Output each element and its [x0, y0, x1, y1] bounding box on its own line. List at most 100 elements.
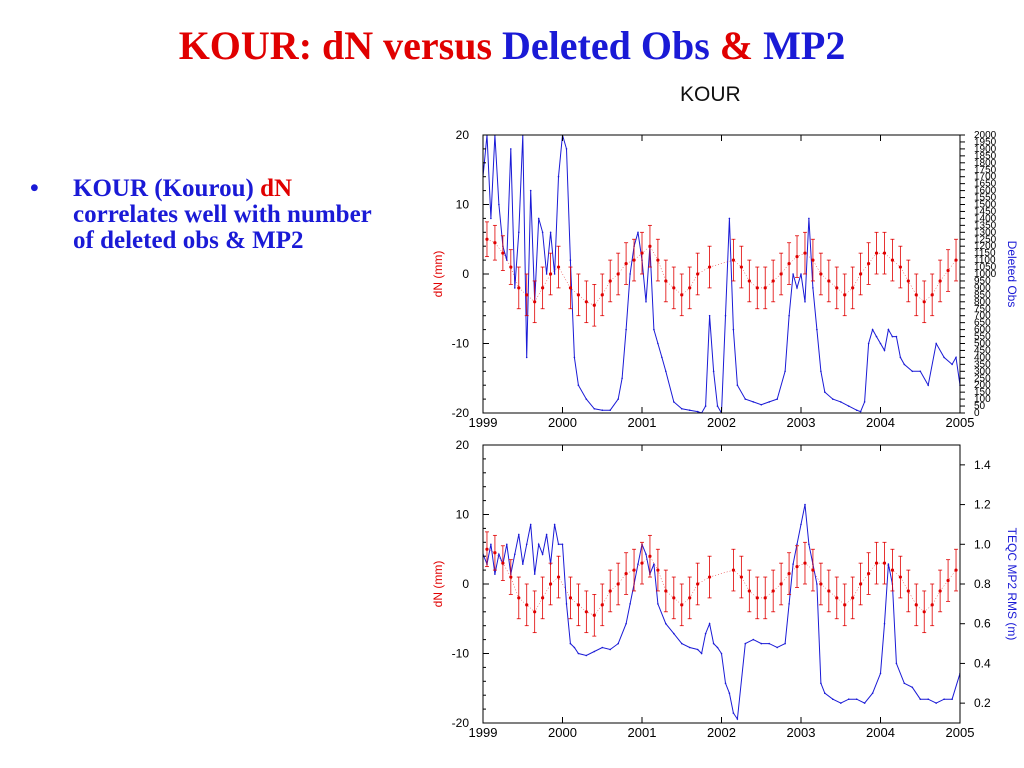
series-point-blue [891, 335, 894, 338]
series-point-blue [645, 553, 647, 555]
series-point-blue [601, 409, 604, 412]
series-point-blue [808, 217, 810, 220]
series-point-blue [661, 356, 663, 359]
y2-tick-label: 900 [974, 283, 991, 294]
series-point-blue [561, 543, 564, 546]
y2-tick-label: 1800 [974, 158, 997, 169]
series-point-blue [609, 648, 611, 651]
y-tick-label: -10 [452, 647, 470, 661]
dn-point [509, 575, 513, 579]
y2-tick-label: 50 [974, 401, 986, 412]
dn-point [771, 279, 775, 283]
y2-tick-label: 1.4 [974, 458, 991, 472]
series-point-blue [557, 175, 560, 178]
series-point-blue [545, 273, 548, 275]
series-point-blue [688, 646, 691, 649]
series-point-blue [847, 698, 850, 700]
x-tick-label: 2001 [628, 415, 657, 430]
series-point-blue [665, 622, 667, 625]
dn-point [811, 568, 815, 572]
series-point-blue [545, 533, 548, 536]
series-point-blue [744, 642, 747, 645]
series-point-blue [708, 314, 711, 317]
series-point-blue [498, 203, 500, 206]
series-point-blue [645, 301, 647, 303]
series-point-blue [609, 409, 611, 412]
dn-point [541, 596, 545, 600]
dn-point [608, 589, 612, 593]
dn-point [731, 568, 736, 572]
series-point-blue [887, 328, 890, 331]
y-tick-label: -20 [452, 716, 470, 730]
series-point-blue [621, 377, 623, 380]
series-point-blue [724, 314, 727, 317]
dn-point [600, 603, 604, 607]
series-point-blue [533, 573, 536, 575]
bullet-highlight: dN [260, 175, 293, 202]
y-tick-label: 0 [462, 267, 469, 281]
dn-point [763, 286, 767, 290]
series-point-blue [577, 384, 580, 387]
y-tick-label: 10 [456, 198, 470, 212]
series-point-blue [696, 648, 699, 651]
series-point-blue [565, 148, 568, 150]
series-point-blue [700, 652, 703, 655]
series-point-blue [653, 328, 655, 331]
series-point-blue [824, 692, 826, 694]
series-point-blue [943, 698, 945, 700]
series-point-blue [951, 363, 953, 366]
dn-point [882, 561, 887, 565]
x-tick-label: 1999 [469, 725, 498, 740]
dn-point [648, 244, 652, 248]
x-tick-label: 2002 [707, 725, 736, 740]
dn-point [624, 571, 628, 576]
series-point-blue [820, 370, 822, 373]
y2-tick-label: 1.0 [974, 537, 991, 551]
dn-point [859, 272, 863, 276]
series-point-blue [768, 401, 770, 403]
series-point-blue [617, 398, 619, 400]
series-point-blue [871, 328, 874, 331]
series-point-blue [732, 328, 735, 331]
dn-point [485, 547, 489, 551]
series-point-blue [712, 642, 715, 645]
series-point-blue [565, 603, 568, 605]
series-line-dn [486, 239, 957, 306]
series-point-blue [752, 401, 755, 403]
series-point-blue [796, 287, 798, 289]
y2-tick-label: 400 [974, 352, 991, 363]
series-point-blue [736, 384, 739, 387]
dn-point [616, 272, 620, 276]
y2-tick-label: 1200 [974, 241, 997, 252]
series-point-blue [732, 712, 735, 714]
dn-point [509, 265, 513, 269]
dn-point [890, 568, 895, 572]
series-point-blue [800, 523, 802, 526]
series-point-blue [593, 408, 596, 410]
dn-point [664, 279, 668, 283]
dn-point [739, 575, 743, 579]
series-point-blue [541, 231, 544, 234]
series-point-blue [820, 682, 822, 685]
series-point-blue [792, 563, 794, 565]
series-point-blue [629, 273, 631, 275]
plot-frame [482, 444, 961, 724]
y2-tick-label: 750 [974, 304, 991, 315]
dn-point [541, 286, 545, 290]
y2-tick-label: 200 [974, 380, 991, 391]
series-point-blue [518, 533, 520, 536]
dn-point [866, 571, 871, 576]
dn-point [648, 554, 652, 558]
y2-tick-label: 1450 [974, 206, 997, 217]
y2-axis-label: Deleted Obs [1005, 241, 1019, 308]
y2-tick-label: 450 [974, 345, 991, 356]
series-point-blue [871, 692, 874, 694]
series-point-blue [855, 698, 858, 700]
dn-point [954, 568, 958, 572]
series-point-blue [760, 642, 763, 645]
series-point-blue [490, 217, 492, 220]
dn-point [755, 596, 759, 600]
y2-tick-label: 1600 [974, 186, 997, 197]
y2-tick-label: 950 [974, 276, 991, 287]
